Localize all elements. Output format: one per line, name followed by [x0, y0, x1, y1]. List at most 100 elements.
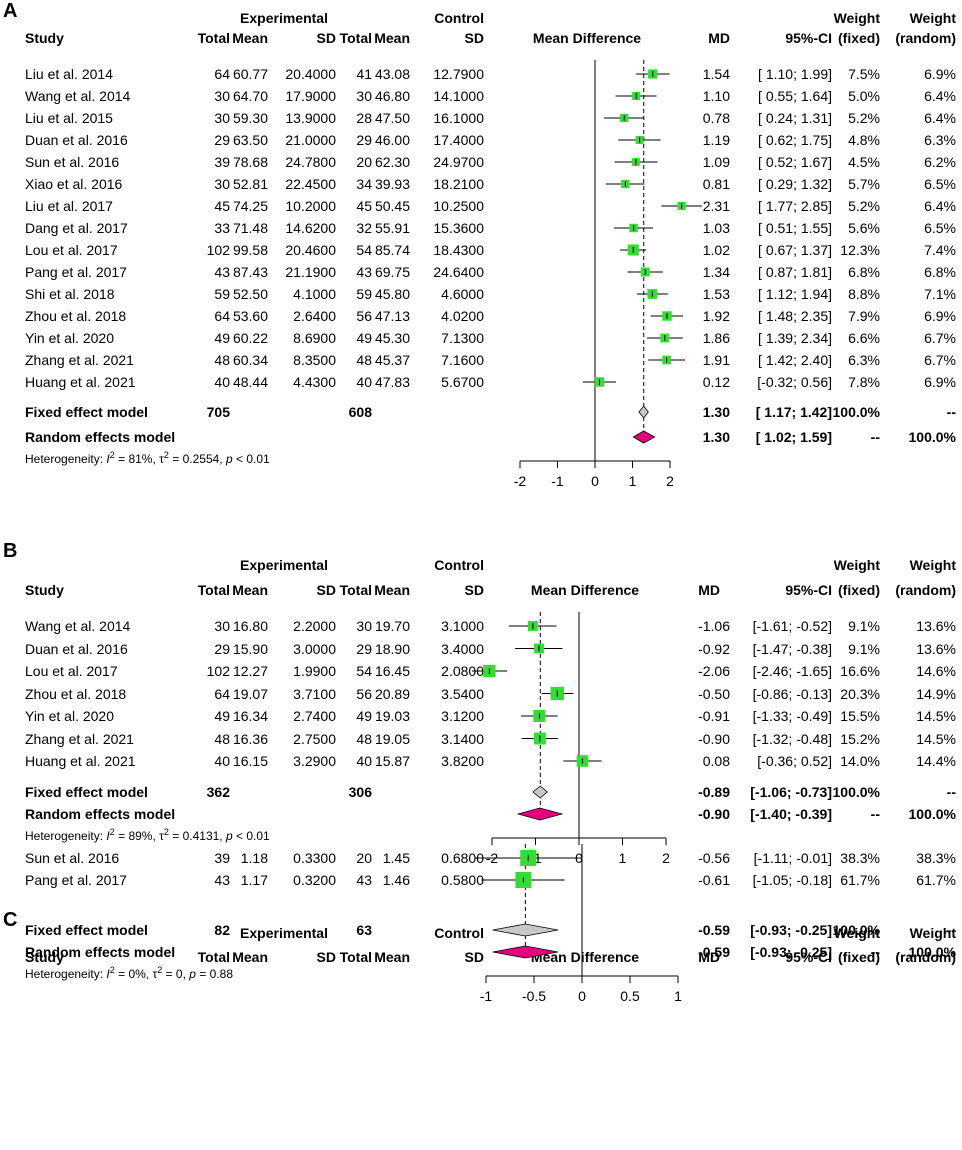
heterogeneity-stats: Heterogeneity: I2 = 0%, τ2 = 0, p = 0.88: [25, 962, 233, 982]
forest-plot-svg: [519, 60, 702, 468]
weight-fixed-value: 4.5%: [848, 154, 880, 170]
total-experimental: 64: [214, 308, 230, 324]
sd-experimental: 3.7100: [293, 685, 336, 702]
random-weight-fixed: --: [870, 944, 880, 960]
ci-value: [-1.11; -0.01]: [753, 850, 832, 866]
tau2-value: 0.2554: [182, 452, 220, 466]
study-name: Huang et al. 2021: [25, 374, 136, 390]
total-control: 34: [356, 176, 372, 192]
md-value: 1.10: [702, 88, 730, 104]
ci-value: [-1.33; -0.49]: [752, 708, 832, 724]
weight-random-value: 6.2%: [924, 154, 956, 170]
study-name: Yin et al. 2020: [25, 330, 114, 346]
total-control: 20: [356, 850, 372, 866]
total-experimental: 59: [214, 286, 230, 302]
p-sep: ,: [182, 967, 190, 981]
header-control: Control: [434, 557, 484, 573]
md-value: 1.34: [702, 264, 730, 280]
study-name: Sun et al. 2016: [25, 850, 120, 866]
sd-control: 2.0800: [441, 663, 484, 679]
header-total-control: Total: [339, 582, 372, 598]
mean-experimental: 16.15: [232, 753, 268, 769]
sd-experimental: 24.7800: [285, 154, 336, 170]
forest-plot-svg: [475, 844, 679, 983]
weight-fixed-value: 7.9%: [848, 308, 880, 324]
ci-value: [-0.36; 0.52]: [757, 753, 832, 769]
weight-random-value: 6.9%: [924, 374, 956, 390]
p-value: < 0.01: [236, 829, 270, 843]
total-control: 20: [356, 154, 372, 170]
forest-panel-a: A Experimental Control Weight Weight Study Tot…: [0, 0, 962, 510]
mean-control: 1.45: [382, 850, 410, 866]
total-experimental: 43: [214, 264, 230, 280]
heterogeneity-label: Heterogeneity:: [25, 829, 107, 843]
study-name: Xiao et al. 2016: [25, 176, 123, 192]
total-experimental: 39: [214, 850, 230, 866]
ci-value: [ 1.12; 1.94]: [758, 286, 832, 302]
sd-experimental: 8.6900: [293, 330, 336, 346]
p-sep: ,: [219, 829, 226, 843]
study-name: Wang et al. 2014: [25, 618, 131, 634]
header-mean-control: Mean: [374, 30, 410, 46]
study-name: Shi et al. 2018: [25, 286, 115, 302]
mean-control: 18.90: [374, 640, 410, 657]
header-total-experimental: Total: [197, 582, 230, 598]
weight-fixed-value: 8.8%: [848, 286, 880, 302]
fixed-effect-diamond: [638, 405, 649, 419]
md-value: 1.09: [702, 154, 730, 170]
total-control: 54: [356, 242, 372, 258]
study-name: Liu et al. 2015: [25, 110, 113, 126]
md-value: -0.50: [698, 685, 730, 702]
mean-control: 39.93: [374, 176, 410, 192]
study-name: Lou et al. 2017: [25, 663, 118, 679]
x-axis-tick-label: 2: [666, 473, 674, 489]
sd-control: 3.8200: [441, 753, 484, 769]
ci-value: [ 0.67; 1.37]: [758, 242, 832, 258]
sd-control: 24.9700: [433, 154, 484, 170]
x-axis-tick-label: 0.5: [620, 988, 640, 1004]
study-name: Lou et al. 2017: [25, 242, 118, 258]
study-name: Sun et al. 2016: [25, 154, 120, 170]
header-weight-random-top: Weight: [909, 10, 956, 26]
i2-eq: =: [114, 967, 129, 981]
sd-control: 3.1400: [441, 730, 484, 747]
header-weight-fixed: (fixed): [838, 582, 880, 598]
sd-experimental: 2.2000: [293, 618, 336, 634]
random-weight-fixed: --: [870, 429, 880, 445]
ci-value: [ 0.87; 1.81]: [758, 264, 832, 280]
weight-fixed-value: 5.2%: [848, 110, 880, 126]
header-total-control: Total: [339, 949, 372, 965]
total-experimental: 29: [214, 640, 230, 657]
sd-control: 14.1000: [433, 88, 484, 104]
p-value: < 0.01: [236, 452, 270, 466]
sd-control: 18.4300: [433, 242, 484, 258]
fixed-total-experimental: 82: [214, 922, 230, 938]
p-sep: ,: [219, 452, 226, 466]
total-experimental: 33: [214, 220, 230, 236]
mean-experimental: 99.58: [232, 242, 268, 258]
sd-control: 0.5800: [441, 872, 484, 888]
sd-control: 12.7900: [433, 66, 484, 82]
total-experimental: 64: [214, 685, 230, 702]
forest-panel-c: C Experimental Control Weight Weight Study Tot…: [0, 844, 962, 1150]
mean-experimental: 60.77: [232, 66, 268, 82]
mean-experimental: 48.44: [232, 374, 268, 390]
weight-fixed-value: 9.1%: [848, 618, 880, 634]
mean-experimental: 15.90: [232, 640, 268, 657]
mean-experimental: 12.27: [232, 663, 268, 679]
mean-control: 45.37: [374, 352, 410, 368]
mean-control: 19.03: [374, 708, 410, 724]
sd-experimental: 10.2000: [285, 198, 336, 214]
ci-value: [ 0.29; 1.32]: [758, 176, 832, 192]
weight-fixed-value: 7.8%: [848, 374, 880, 390]
i2-value: 89%: [128, 829, 153, 843]
fixed-effect-label: Fixed effect model: [25, 404, 148, 420]
sd-control: 4.0200: [441, 308, 484, 324]
header-control: Control: [434, 10, 484, 26]
weight-fixed-value: 6.3%: [848, 352, 880, 368]
fixed-effect-label: Fixed effect model: [25, 922, 148, 938]
ci-value: [ 1.77; 2.85]: [758, 198, 832, 214]
total-experimental: 40: [214, 753, 230, 769]
weight-random-value: 14.5%: [916, 708, 956, 724]
random-ci-value: [-1.40; -0.39]: [750, 806, 832, 822]
